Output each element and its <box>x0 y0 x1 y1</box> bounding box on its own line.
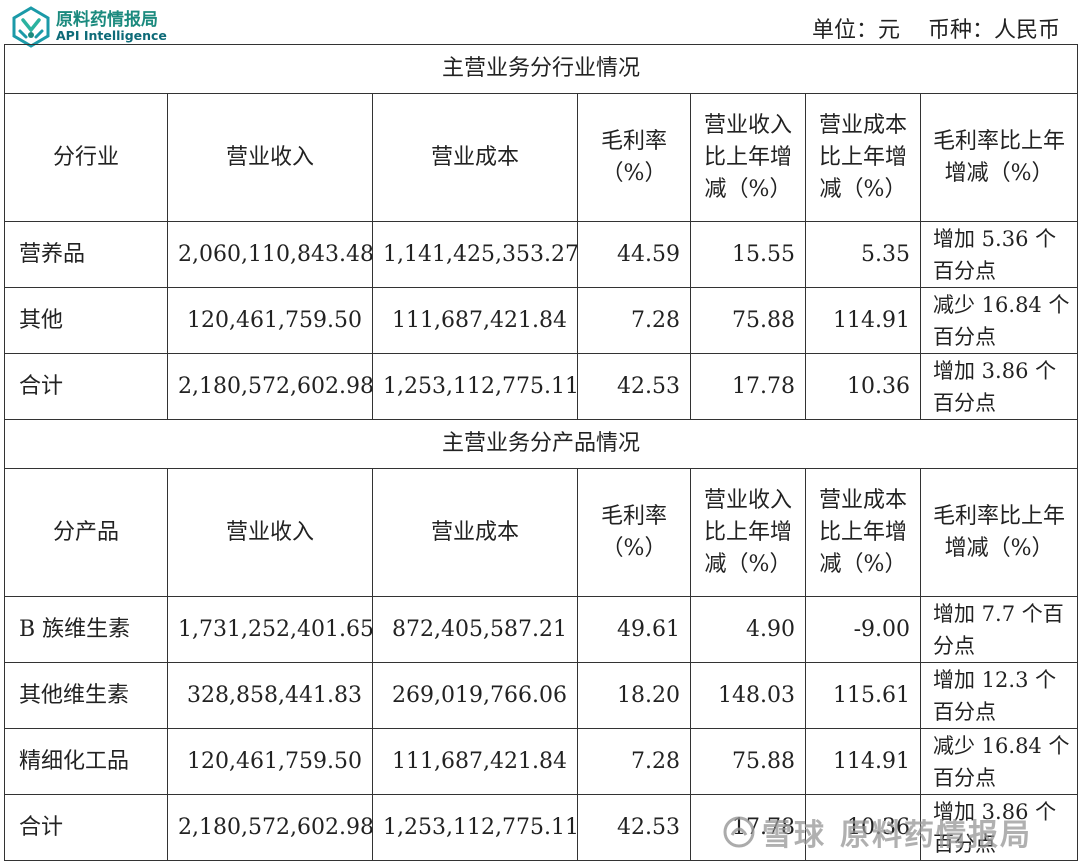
revenue-change-cell: 17.78 <box>690 353 806 420</box>
industry-section-row: 主营业务分行业情况 <box>3 44 1079 94</box>
unit-info: 单位：元 币种：人民币 <box>812 12 1060 44</box>
cost-change-cell: 115.61 <box>805 662 921 729</box>
margin-cell: 7.28 <box>577 287 691 354</box>
cost-cell: 872,405,587.21 <box>372 596 578 663</box>
product-header-row: 分产品 营业收入 营业成本 毛利率（%） 营业收入比上年增减（%） 营业成本比上… <box>4 468 1079 597</box>
row-name: B 族维生素 <box>4 596 168 663</box>
header-cell: 营业收入比上年增减（%） <box>690 468 806 597</box>
industry-section-title: 主营业务分行业情况 <box>3 44 1079 94</box>
industry-header-row: 分行业 营业收入 营业成本 毛利率（%） 营业收入比上年增减（%） 营业成本比上… <box>4 93 1079 222</box>
header-cell: 毛利率（%） <box>577 93 691 222</box>
cost-change-cell: 10.36 <box>805 794 921 861</box>
revenue-change-cell: 4.90 <box>690 596 806 663</box>
margin-change-cell: 减少 16.84 个百分点 <box>919 728 1079 795</box>
cost-change-cell: 114.91 <box>805 728 921 795</box>
product-section-row: 主营业务分产品情况 <box>3 419 1079 469</box>
header-cell: 营业收入比上年增减（%） <box>690 93 806 222</box>
watermark: 雪球 原料药情报局 <box>722 810 1032 854</box>
header-cell: 毛利率比上年增减（%） <box>919 93 1079 222</box>
row-name: 合计 <box>4 353 168 420</box>
cost-change-cell: 10.36 <box>805 353 921 420</box>
cost-change-cell: 114.91 <box>805 287 921 354</box>
header-cell: 毛利率（%） <box>577 468 691 597</box>
revenue-change-cell: 75.88 <box>690 728 806 795</box>
revenue-cell: 2,180,572,602.98 <box>167 794 374 861</box>
table-row: 合计 2,180,572,602.98 1,253,112,775.11 42.… <box>4 353 1079 420</box>
cost-change-cell: -9.00 <box>805 596 921 663</box>
business-table: 主营业务分行业情况 分行业 营业收入 营业成本 毛利率（%） 营业收入比上年增减… <box>3 44 1079 861</box>
revenue-change-cell: 17.78 <box>690 794 806 861</box>
revenue-cell: 120,461,759.50 <box>167 287 373 354</box>
revenue-change-cell: 15.55 <box>690 221 806 288</box>
watermark-site: 雪球 <box>762 818 826 853</box>
table-row: 精细化工品 120,461,759.50 111,687,421.84 7.28… <box>4 728 1079 795</box>
cost-cell: 1,141,425,353.27 <box>372 221 579 288</box>
revenue-cell: 120,461,759.50 <box>167 728 373 795</box>
unit-label: 单位：元 <box>811 18 900 43</box>
header-cell: 营业成本比上年增减（%） <box>805 93 921 222</box>
margin-cell: 7.28 <box>577 728 691 795</box>
cost-cell: 269,019,766.06 <box>372 662 578 729</box>
cost-cell: 111,687,421.84 <box>372 287 578 354</box>
margin-cell: 42.53 <box>577 794 691 861</box>
cost-change-cell: 5.35 <box>805 221 921 288</box>
margin-cell: 18.20 <box>577 662 691 729</box>
product-section-title: 主营业务分产品情况 <box>3 419 1079 469</box>
table-row: 营养品 2,060,110,843.48 1,141,425,353.27 44… <box>4 221 1079 288</box>
table-row: 合计 2,180,572,602.98 1,253,112,775.11 42.… <box>4 794 1079 861</box>
table-row: 其他维生素 328,858,441.83 269,019,766.06 18.2… <box>4 662 1079 729</box>
margin-cell: 49.61 <box>577 596 691 663</box>
header-cell: 营业收入 <box>167 93 373 222</box>
snowball-icon <box>723 816 755 848</box>
header-cell: 营业成本比上年增减（%） <box>805 468 921 597</box>
row-name: 营养品 <box>4 221 168 288</box>
header-cell: 分行业 <box>4 93 168 222</box>
brand-logo: 原料药情报局 API Intelligence <box>10 6 167 48</box>
margin-change-cell: 增加 5.36 个百分点 <box>919 221 1079 288</box>
cost-cell: 1,253,112,775.11 <box>372 353 579 420</box>
table-row: 其他 120,461,759.50 111,687,421.84 7.28 75… <box>4 287 1079 354</box>
margin-change-cell: 减少 16.84 个百分点 <box>919 287 1079 354</box>
row-name: 其他 <box>4 287 168 354</box>
margin-change-cell: 增加 12.3 个百分点 <box>919 662 1079 729</box>
revenue-cell: 2,060,110,843.48 <box>167 221 374 288</box>
revenue-cell: 2,180,572,602.98 <box>167 353 374 420</box>
header-cell: 分产品 <box>4 468 168 597</box>
brand-name-en: API Intelligence <box>56 28 167 44</box>
header-cell: 营业收入 <box>167 468 373 597</box>
margin-change-cell: 增加 3.86 个百分点 <box>919 353 1079 420</box>
api-logo-icon <box>12 6 50 48</box>
header-cell: 毛利率比上年增减（%） <box>919 468 1079 597</box>
margin-change-cell: 增加 7.7 个百分点 <box>919 596 1079 663</box>
brand-name-cn: 原料药情报局 <box>56 9 158 30</box>
watermark-author: 原料药情报局 <box>840 818 1032 853</box>
row-name: 精细化工品 <box>4 728 168 795</box>
currency-label: 币种：人民币 <box>927 18 1060 43</box>
cost-cell: 1,253,112,775.11 <box>372 794 579 861</box>
revenue-change-cell: 75.88 <box>690 287 806 354</box>
table-row: B 族维生素 1,731,252,401.65 872,405,587.21 4… <box>4 596 1079 663</box>
row-name: 其他维生素 <box>4 662 168 729</box>
header-cell: 营业成本 <box>372 93 578 222</box>
header-cell: 营业成本 <box>372 468 578 597</box>
cost-cell: 111,687,421.84 <box>372 728 578 795</box>
margin-cell: 42.53 <box>577 353 691 420</box>
revenue-cell: 1,731,252,401.65 <box>167 596 374 663</box>
revenue-cell: 328,858,441.83 <box>167 662 373 729</box>
revenue-change-cell: 148.03 <box>690 662 806 729</box>
margin-cell: 44.59 <box>577 221 691 288</box>
margin-change-cell: 增加 3.86 个百分点 <box>919 794 1079 861</box>
row-name: 合计 <box>4 794 168 861</box>
